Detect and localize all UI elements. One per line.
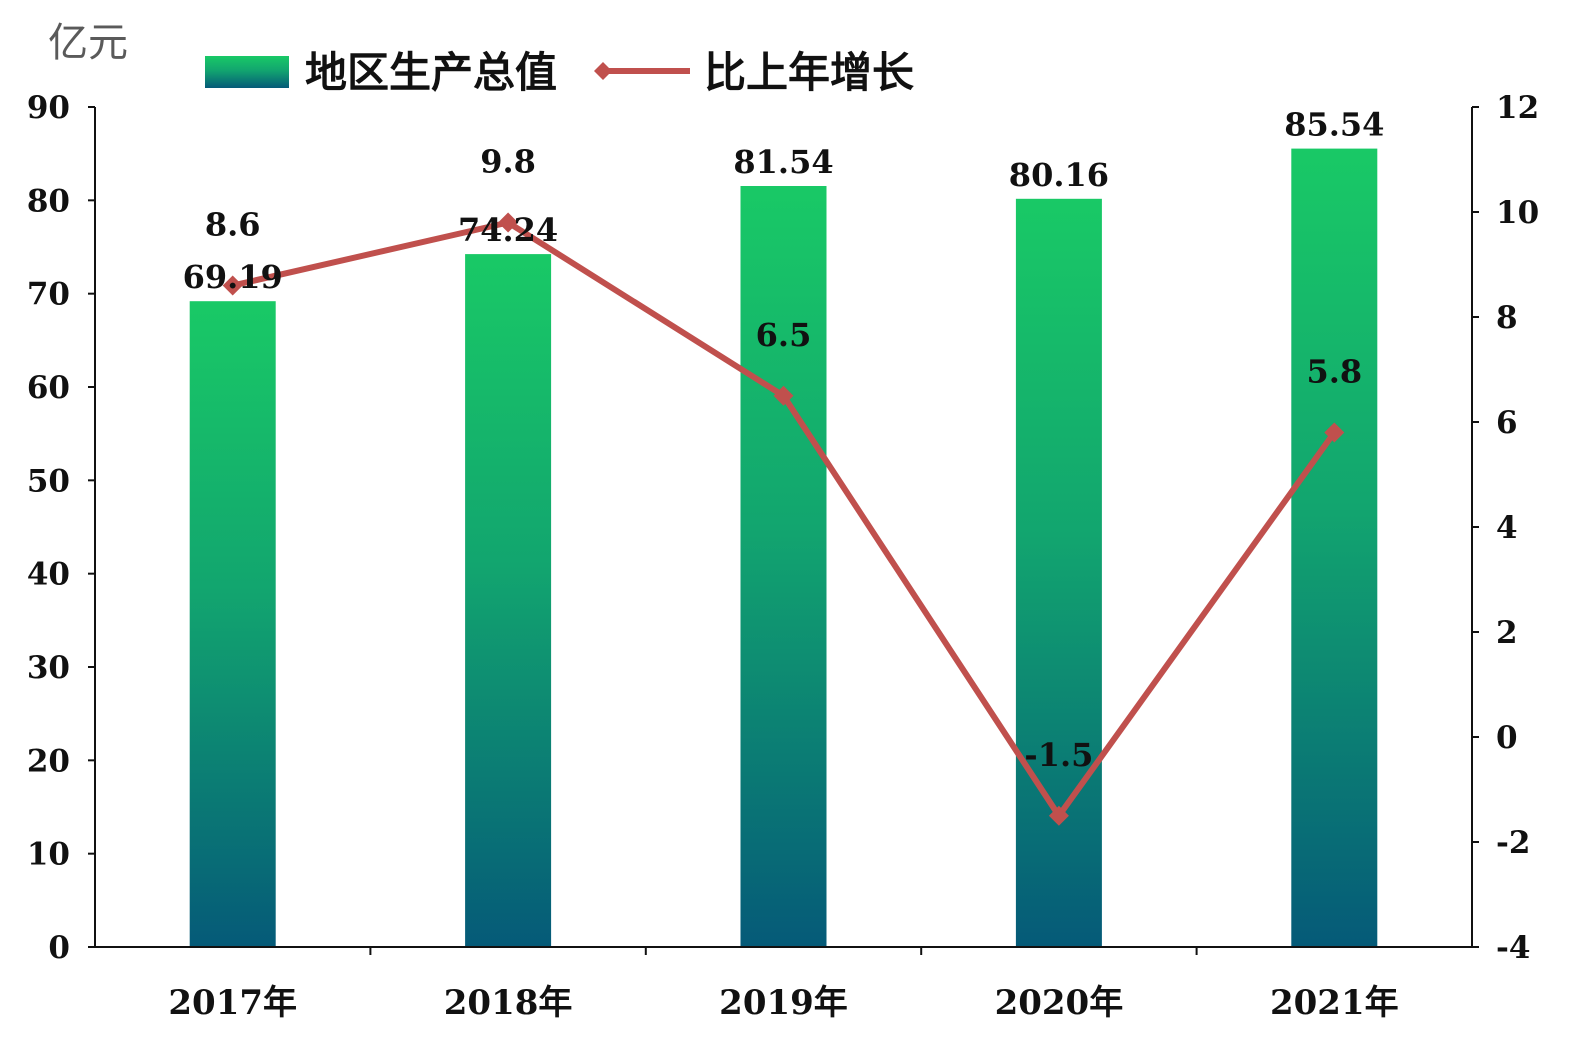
right-axis-tick-label: 0 xyxy=(1496,720,1518,756)
left-axis-tick-label: 60 xyxy=(27,370,70,406)
right-axis-tick-label: 12 xyxy=(1496,90,1539,126)
x-axis-tick-label: 2018年 xyxy=(444,983,573,1023)
left-axis-tick-label: 50 xyxy=(27,463,70,499)
labels-layer: 69.19 74.24 81.54 80.16 85.54 8.6 9.8 6.5 -1.5 5.… xyxy=(183,106,1385,774)
bar-value-label: 74.24 xyxy=(458,211,558,249)
legend-line-marker xyxy=(594,62,612,80)
legend-line-label: 比上年增长 xyxy=(704,48,914,97)
x-axis-tick-label: 2017年 xyxy=(168,983,297,1023)
bar-2018年 xyxy=(465,254,552,948)
growth-point-2019年 xyxy=(773,385,794,406)
right-axis-tick-label: 8 xyxy=(1496,300,1518,336)
y-axis-unit-label: 亿元 xyxy=(48,20,128,66)
bar-2020年 xyxy=(1015,198,1102,948)
left-axis-tick-label: 20 xyxy=(27,743,70,779)
right-axis-tick-label: 10 xyxy=(1496,195,1539,231)
left-axis-tick-label: 80 xyxy=(27,183,70,219)
bar-2019年 xyxy=(740,186,827,947)
growth-point-2017年 xyxy=(222,275,243,296)
legend-bar-label: 地区生产总值 xyxy=(305,48,557,97)
bar-value-label: 81.54 xyxy=(733,143,833,181)
legend: 地区生产总值 比上年增长 xyxy=(205,48,914,97)
bar-value-label: 69.19 xyxy=(183,258,283,296)
growth-value-label: -1.5 xyxy=(1024,736,1093,774)
line-layer xyxy=(222,212,1345,826)
x-axis-tick-label: 2020年 xyxy=(995,983,1124,1023)
bars-layer xyxy=(189,148,1378,948)
growth-point-2018年 xyxy=(498,212,519,233)
right-axis-tick-label: -2 xyxy=(1496,825,1530,861)
right-axis-tick-label: -4 xyxy=(1496,930,1530,966)
left-axis-tick-label: 70 xyxy=(27,277,70,313)
growth-point-2020年 xyxy=(1048,805,1069,826)
growth-value-label: 9.8 xyxy=(480,143,536,181)
bar-value-label: 85.54 xyxy=(1284,106,1384,144)
left-axis-tick-label: 10 xyxy=(27,837,70,873)
growth-value-label: 5.8 xyxy=(1306,353,1362,391)
legend-bar-swatch xyxy=(205,56,289,88)
left-axis-tick-label: 90 xyxy=(27,90,70,126)
growth-point-2021年 xyxy=(1324,422,1345,443)
left-axis-tick-label: 40 xyxy=(27,557,70,593)
right-axis-tick-label: 2 xyxy=(1496,615,1518,651)
left-axis-tick-label: 30 xyxy=(27,650,70,686)
growth-value-label: 6.5 xyxy=(756,316,812,354)
right-axis-tick-label: 6 xyxy=(1496,405,1518,441)
x-axis-tick-label: 2019年 xyxy=(719,983,848,1023)
growth-value-label: 8.6 xyxy=(205,206,261,244)
x-axis-tick-label: 2021年 xyxy=(1270,983,1399,1023)
axes-layer: 0 10 20 30 40 50 60 70 80 90 -4 -2 0 2 4 6 8 10 12 2017年 201… xyxy=(27,90,1539,1023)
bar-2017年 xyxy=(189,301,276,947)
right-axis-tick-label: 4 xyxy=(1496,510,1518,546)
bar-2021年 xyxy=(1291,148,1378,948)
left-axis-tick-label: 0 xyxy=(48,930,70,966)
bar-value-label: 80.16 xyxy=(1009,156,1109,194)
